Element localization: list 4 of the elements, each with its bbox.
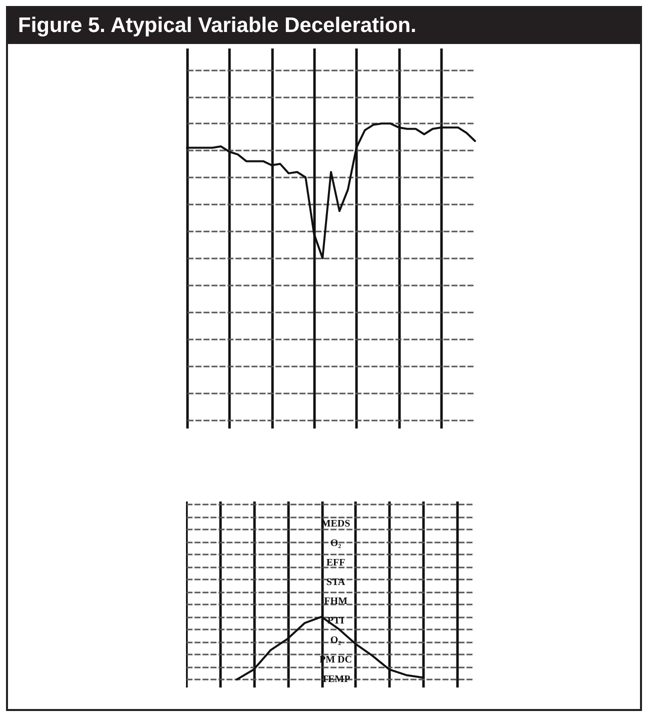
text: EFF (326, 557, 346, 568)
chart-title: Figure 5. Atypical Variable Deceleration. (8, 8, 640, 44)
text: FHM (324, 596, 348, 608)
text: STA (326, 576, 346, 588)
